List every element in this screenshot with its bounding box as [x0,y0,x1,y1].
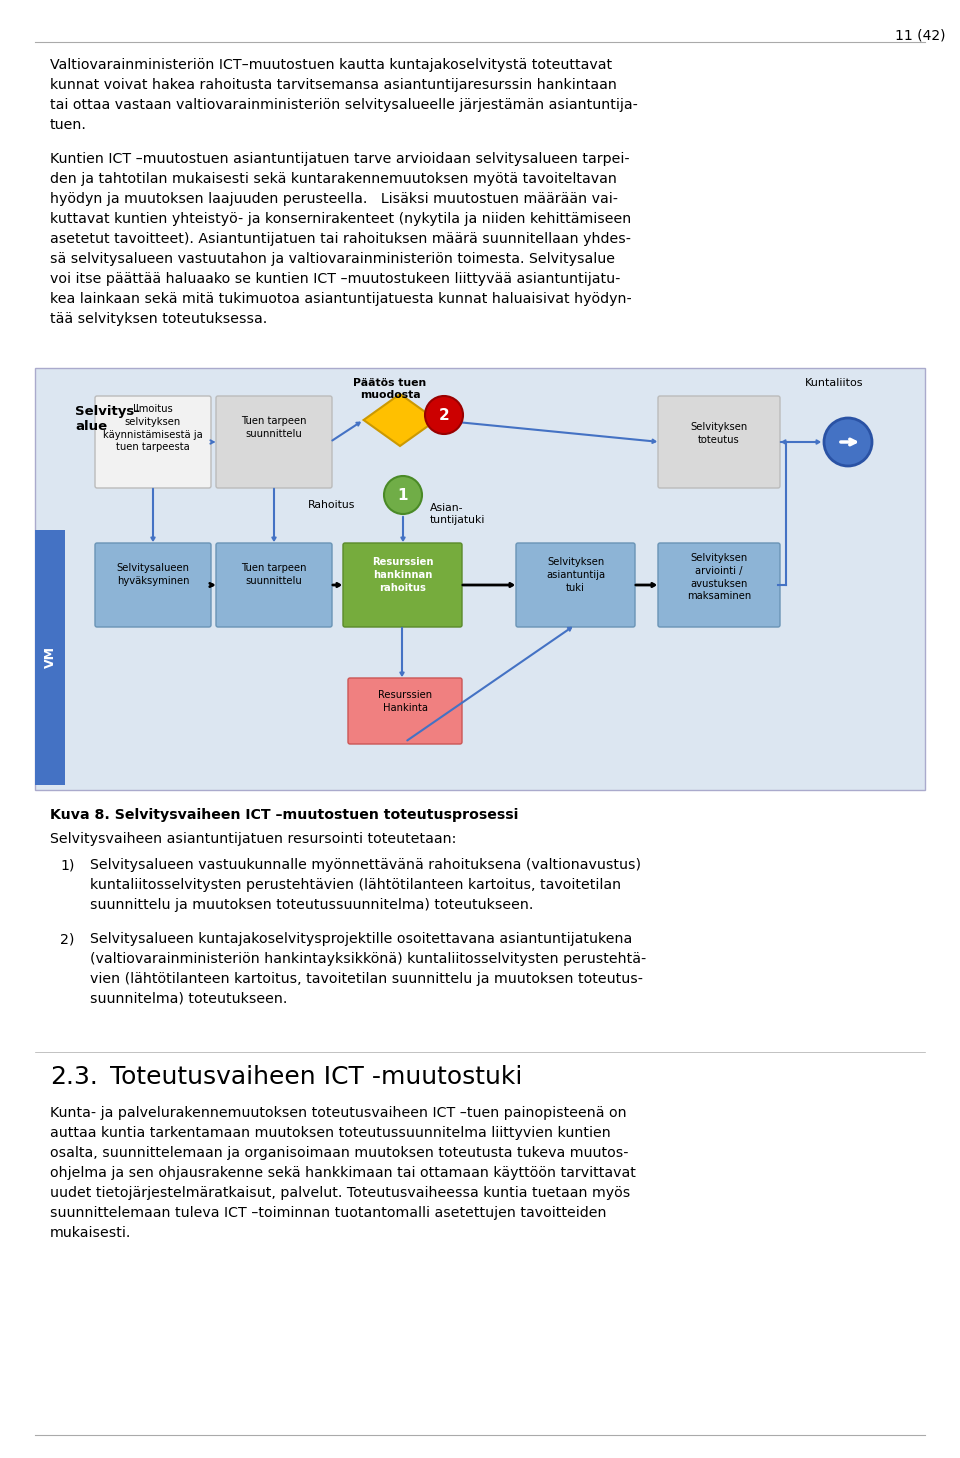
FancyBboxPatch shape [658,542,780,627]
Text: Valtiovarainministeriön ICT–muutostuen kautta kuntajakoselvitystä toteuttavat: Valtiovarainministeriön ICT–muutostuen k… [50,58,612,71]
Text: Kuntaliitos: Kuntaliitos [805,378,863,388]
Text: 1): 1) [60,857,74,872]
Text: 2: 2 [439,407,449,423]
Circle shape [384,475,422,515]
Text: tai ottaa vastaan valtiovarainministeriön selvitysalueelle järjestämän asiantunt: tai ottaa vastaan valtiovarainministeriö… [50,98,637,112]
Text: ohjelma ja sen ohjausrakenne sekä hankkimaan tai ottamaan käyttöön tarvittavat: ohjelma ja sen ohjausrakenne sekä hankki… [50,1166,636,1180]
FancyBboxPatch shape [216,542,332,627]
Text: alue: alue [75,420,108,433]
Text: mukaisesti.: mukaisesti. [50,1226,132,1239]
Text: Rahoitus: Rahoitus [307,500,355,510]
Circle shape [824,418,872,467]
Text: (valtiovarainministeriön hankintayksikkönä) kuntaliitosselvitysten perustehtä-: (valtiovarainministeriön hankintayksikkö… [90,952,646,967]
Text: Päätös tuen: Päätös tuen [353,378,426,388]
Text: Selvityksen
arviointi /
avustuksen
maksaminen: Selvityksen arviointi / avustuksen maksa… [686,553,751,601]
Text: Selvitys-: Selvitys- [75,405,140,418]
Text: uudet tietojärjestelmäratkaisut, palvelut. Toteutusvaiheessa kuntia tuetaan myös: uudet tietojärjestelmäratkaisut, palvelu… [50,1185,631,1200]
Text: Toteutusvaiheen ICT -muutostuki: Toteutusvaiheen ICT -muutostuki [110,1064,522,1089]
Text: Selvitysalueen
hyväksyminen: Selvitysalueen hyväksyminen [116,563,189,586]
Text: kuntaliitosselvitysten perustehtävien (lähtötilanteen kartoitus, tavoitetilan: kuntaliitosselvitysten perustehtävien (l… [90,878,621,892]
Text: auttaa kuntia tarkentamaan muutoksen toteutussuunnitelma liittyvien kuntien: auttaa kuntia tarkentamaan muutoksen tot… [50,1126,611,1140]
Text: Kuva 8. Selvitysvaiheen ICT –muutostuen toteutusprosessi: Kuva 8. Selvitysvaiheen ICT –muutostuen … [50,808,518,822]
Text: 2): 2) [60,932,74,946]
Text: Selvitysvaiheen asiantuntijatuen resursointi toteutetaan:: Selvitysvaiheen asiantuntijatuen resurso… [50,833,456,846]
FancyBboxPatch shape [95,397,211,488]
Text: Resurssien
Hankinta: Resurssien Hankinta [378,690,432,713]
Text: hyödyn ja muutoksen laajuuden perusteella.   Lisäksi muutostuen määrään vai-: hyödyn ja muutoksen laajuuden perusteell… [50,192,618,206]
Text: muodosta: muodosta [360,389,420,399]
FancyBboxPatch shape [343,542,462,627]
Text: 1: 1 [397,487,408,503]
FancyBboxPatch shape [216,397,332,488]
Text: kuttavat kuntien yhteistyö- ja konsernirakenteet (nykytila ja niiden kehittämise: kuttavat kuntien yhteistyö- ja konsernir… [50,211,632,226]
Text: tuntijatuki: tuntijatuki [430,515,486,525]
Circle shape [425,397,463,434]
Text: Kunta- ja palvelurakennemuutoksen toteutusvaiheen ICT –tuen painopisteenä on: Kunta- ja palvelurakennemuutoksen toteut… [50,1107,627,1120]
Text: osalta, suunnittelemaan ja organisoimaan muutoksen toteutusta tukeva muutos-: osalta, suunnittelemaan ja organisoimaan… [50,1146,629,1161]
FancyBboxPatch shape [658,397,780,488]
Text: Selvityksen
asiantuntija
tuki: Selvityksen asiantuntija tuki [546,557,605,592]
FancyBboxPatch shape [35,367,925,790]
Text: Tuen tarpeen
suunnittelu: Tuen tarpeen suunnittelu [241,416,307,439]
Text: Tuen tarpeen
suunnittelu: Tuen tarpeen suunnittelu [241,563,307,586]
Text: 11 (42): 11 (42) [895,28,946,42]
Text: 2.3.: 2.3. [50,1064,98,1089]
Text: asetetut tavoitteet). Asiantuntijatuen tai rahoituksen määrä suunnitellaan yhdes: asetetut tavoitteet). Asiantuntijatuen t… [50,232,631,246]
Text: den ja tahtotilan mukaisesti sekä kuntarakennemuutoksen myötä tavoiteltavan: den ja tahtotilan mukaisesti sekä kuntar… [50,172,617,187]
Text: Selvitysalueen kuntajakoselvitysprojektille osoitettavana asiantuntijatukena: Selvitysalueen kuntajakoselvitysprojekti… [90,932,633,946]
Text: Resurssien
hankinnan
rahoitus: Resurssien hankinnan rahoitus [372,557,433,592]
Text: Selvitysalueen vastuukunnalle myönnettävänä rahoituksena (valtionavustus): Selvitysalueen vastuukunnalle myönnettäv… [90,857,641,872]
Text: VM: VM [43,646,57,668]
FancyBboxPatch shape [95,542,211,627]
Text: Asian-: Asian- [430,503,464,513]
Text: kunnat voivat hakea rahoitusta tarvitsemansa asiantuntijaresurssin hankintaan: kunnat voivat hakea rahoitusta tarvitsem… [50,77,617,92]
FancyBboxPatch shape [516,542,635,627]
Text: suunnittelu ja muutoksen toteutussuunnitelma) toteutukseen.: suunnittelu ja muutoksen toteutussuunnit… [90,898,534,913]
Text: Selvityksen
toteutus: Selvityksen toteutus [690,421,748,445]
Text: kea lainkaan sekä mitä tukimuotoa asiantuntijatuesta kunnat haluaisivat hyödyn-: kea lainkaan sekä mitä tukimuotoa asiant… [50,292,632,306]
Text: Ilmoitus
selvityksen
käynnistämisestä ja
tuen tarpeesta: Ilmoitus selvityksen käynnistämisestä ja… [103,404,203,452]
Text: suunnitelma) toteutukseen.: suunnitelma) toteutukseen. [90,991,287,1006]
Text: tää selvityksen toteutuksessa.: tää selvityksen toteutuksessa. [50,312,267,327]
Text: tuen.: tuen. [50,118,86,133]
Text: Kuntien ICT –muutostuen asiantuntijatuen tarve arvioidaan selvitysalueen tarpei-: Kuntien ICT –muutostuen asiantuntijatuen… [50,152,630,166]
Polygon shape [364,394,437,446]
Text: suunnittelemaan tuleva ICT –toiminnan tuotantomalli asetettujen tavoitteiden: suunnittelemaan tuleva ICT –toiminnan tu… [50,1206,607,1220]
FancyBboxPatch shape [35,531,65,784]
FancyBboxPatch shape [348,678,462,744]
Text: voi itse päättää haluaako se kuntien ICT –muutostukeen liittyvää asiantuntijatu-: voi itse päättää haluaako se kuntien ICT… [50,273,620,286]
Text: vien (lähtötilanteen kartoitus, tavoitetilan suunnittelu ja muutoksen toteutus-: vien (lähtötilanteen kartoitus, tavoitet… [90,972,643,986]
Text: sä selvitysalueen vastuutahon ja valtiovarainministeriön toimesta. Selvitysalue: sä selvitysalueen vastuutahon ja valtiov… [50,252,615,265]
